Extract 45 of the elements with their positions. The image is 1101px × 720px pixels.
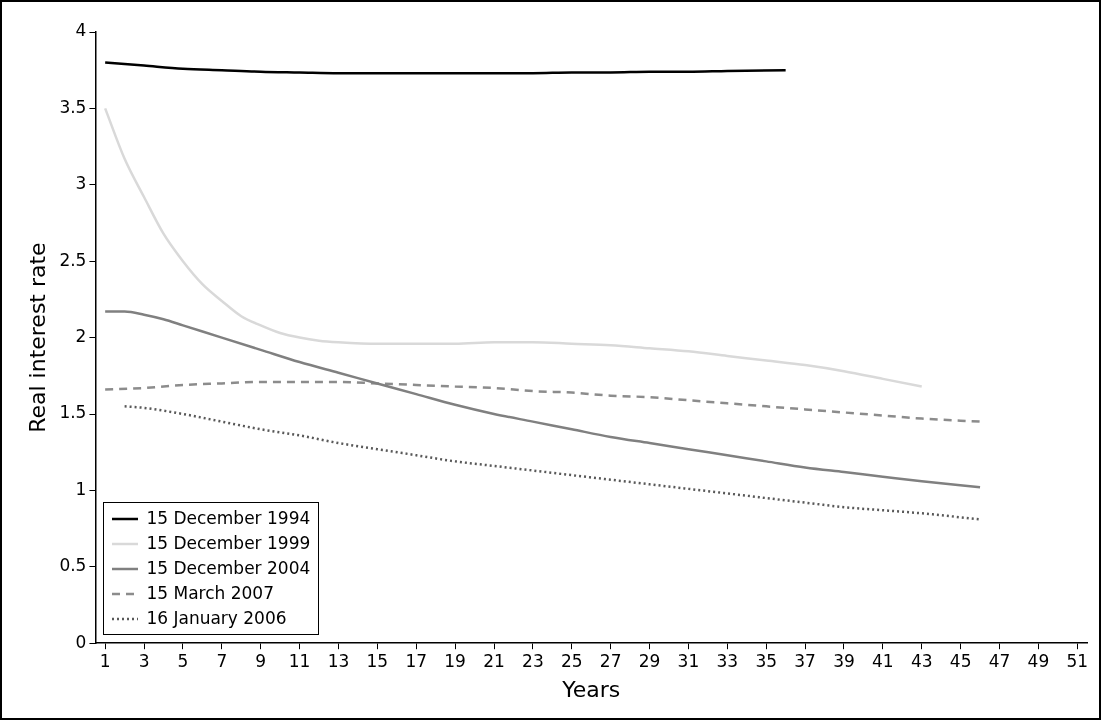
x-tick-label: 23 bbox=[522, 650, 544, 671]
x-tick-label: 47 bbox=[988, 650, 1011, 671]
legend-label: 15 December 2004 bbox=[146, 557, 311, 581]
line-series bbox=[103, 61, 787, 75]
y-tick-label: 1.5 bbox=[59, 402, 87, 423]
line-series bbox=[103, 107, 923, 388]
y-tick-label: 3.5 bbox=[59, 96, 87, 117]
line-series bbox=[103, 310, 982, 489]
x-tick-label: 51 bbox=[1066, 650, 1089, 671]
x-tick-label: 13 bbox=[327, 650, 350, 671]
x-tick-label: 17 bbox=[405, 650, 428, 671]
legend-label: 15 December 1999 bbox=[146, 532, 311, 556]
x-tick-label: 35 bbox=[755, 650, 778, 671]
x-tick-label: 1 bbox=[99, 650, 111, 671]
x-tick-label: 7 bbox=[216, 650, 228, 671]
y-tick-label: 0 bbox=[75, 631, 87, 652]
x-tick-label: 29 bbox=[638, 650, 661, 671]
x-tick-label: 49 bbox=[1027, 650, 1050, 671]
x-tick-label: 15 bbox=[366, 650, 389, 671]
legend-label: 15 March 2007 bbox=[146, 582, 274, 606]
x-tick-label: 3 bbox=[138, 650, 150, 671]
y-tick-label: 4 bbox=[75, 20, 87, 41]
y-tick-label: 2.5 bbox=[59, 249, 87, 270]
x-tick-label: 31 bbox=[677, 650, 700, 671]
legend-label: 16 January 2006 bbox=[146, 607, 287, 631]
x-tick-label: 19 bbox=[444, 650, 466, 671]
x-tick-label: 25 bbox=[560, 650, 583, 671]
x-tick-label: 45 bbox=[949, 650, 972, 671]
x-tick-label: 43 bbox=[910, 650, 933, 671]
y-tick-label: 3 bbox=[75, 173, 87, 194]
x-tick-label: 5 bbox=[177, 650, 189, 671]
x-tick-label: 9 bbox=[255, 650, 267, 671]
y-tick-label: 2 bbox=[75, 326, 87, 347]
x-tick-label: 41 bbox=[872, 650, 894, 671]
x-tick-label: 33 bbox=[716, 650, 739, 671]
x-tick-label: 21 bbox=[483, 650, 505, 671]
y-tick-label: 1 bbox=[75, 478, 87, 499]
legend-label: 15 December 1994 bbox=[146, 507, 311, 531]
x-tick-label: 37 bbox=[794, 650, 816, 671]
x-tick-label: 39 bbox=[833, 650, 855, 671]
y-axis-title: Real interest rate bbox=[24, 242, 50, 433]
x-tick-label: 27 bbox=[599, 650, 622, 671]
y-tick-label: 0.5 bbox=[59, 555, 87, 576]
x-axis-title: Years bbox=[561, 676, 621, 702]
x-tick-label: 11 bbox=[288, 650, 311, 671]
